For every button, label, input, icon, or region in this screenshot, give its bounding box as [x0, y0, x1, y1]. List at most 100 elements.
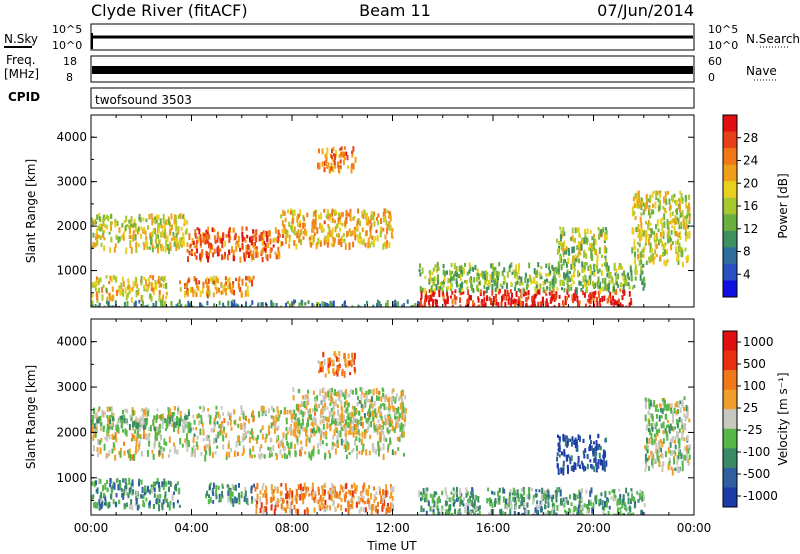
heatmap-cell: [375, 229, 378, 234]
heatmap-cell: [681, 200, 684, 204]
heatmap-cell: [437, 508, 440, 515]
heatmap-cell: [645, 193, 648, 199]
heatmap-cell: [227, 496, 230, 503]
heatmap-cell: [514, 269, 517, 276]
heatmap-cell: [147, 410, 150, 417]
heatmap-cell: [103, 237, 106, 241]
heatmap-cell: [334, 426, 337, 431]
heatmap-cell: [386, 418, 389, 425]
heatmap-cell: [639, 274, 642, 281]
heatmap-cell: [635, 269, 638, 275]
heatmap-cell: [551, 508, 554, 515]
heatmap-cell: [204, 279, 207, 285]
heatmap-cell: [651, 209, 654, 215]
heatmap-cell: [154, 440, 156, 444]
heatmap-cell: [452, 487, 455, 491]
heatmap-cell: [673, 407, 676, 414]
heatmap-cell: [508, 266, 511, 273]
heatmap-cell: [258, 411, 260, 416]
heatmap-cell: [262, 483, 265, 487]
heatmap-cell: [474, 264, 477, 271]
heatmap-cell: [168, 454, 170, 458]
heatmap-cell: [586, 298, 589, 303]
heatmap-cell: [677, 467, 680, 473]
heatmap-cell: [299, 449, 301, 456]
heatmap-cell: [393, 428, 396, 433]
heatmap-cell: [94, 236, 97, 241]
heatmap-cell: [559, 234, 562, 242]
heatmap-cell: [220, 423, 222, 431]
heatmap-cell: [593, 272, 596, 277]
heatmap-cell: [675, 249, 678, 254]
heatmap-cell: [177, 410, 179, 415]
heatmap-cell: [102, 484, 105, 492]
heatmap-cell: [587, 247, 590, 251]
heatmap-cell: [347, 489, 350, 495]
heatmap-cell: [342, 239, 345, 243]
heatmap-cell: [304, 222, 306, 228]
heatmap-cell: [324, 160, 327, 166]
heatmap-cell: [484, 274, 487, 280]
heatmap-cell: [433, 288, 436, 292]
heatmap-cell: [559, 239, 562, 246]
heatmap-cell: [563, 272, 565, 279]
heatmap-cell: [589, 229, 592, 234]
heatmap-cell: [345, 454, 348, 460]
heatmap-cell: [297, 484, 300, 490]
heatmap-cell: [245, 226, 248, 231]
heatmap-cell: [490, 509, 493, 515]
heatmap-cell: [604, 255, 607, 259]
heatmap-cell: [209, 246, 212, 253]
heatmap-cell: [532, 277, 535, 283]
heatmap-cell: [198, 420, 201, 426]
heatmap-cell: [504, 511, 507, 515]
heatmap-cell: [674, 426, 677, 430]
heatmap-cell: [459, 304, 462, 307]
heatmap-cell: [645, 403, 647, 410]
heatmap-cell: [377, 501, 379, 507]
heatmap-cell: [390, 492, 392, 498]
heatmap-cell: [128, 489, 131, 495]
heatmap-cell: [550, 296, 553, 300]
heatmap-cell: [680, 452, 682, 456]
heatmap-cell: [131, 479, 134, 487]
heatmap-cell: [233, 289, 235, 296]
heatmap-cell: [260, 302, 263, 307]
heatmap-cell: [588, 275, 591, 283]
heatmap-cell: [605, 460, 608, 467]
heatmap-cell: [467, 511, 470, 515]
heatmap-cell: [533, 294, 536, 302]
heatmap-cell: [335, 392, 338, 397]
heatmap-cell: [109, 406, 111, 412]
heatmap-cell: [682, 218, 685, 226]
heatmap-cell: [184, 419, 187, 425]
heatmap-cell: [634, 276, 637, 281]
heatmap-cell: [544, 301, 547, 307]
heatmap-cell: [189, 301, 192, 307]
heatmap-cell: [252, 275, 255, 280]
heatmap-cell: [252, 410, 254, 416]
heatmap-cell: [376, 509, 379, 514]
heatmap-cell: [226, 278, 229, 283]
heatmap-cell: [157, 244, 160, 249]
heatmap-cell: [631, 210, 634, 217]
heatmap-cell: [602, 511, 605, 515]
heatmap-cell: [345, 400, 348, 406]
heatmap-cell: [99, 478, 102, 484]
heatmap-cell: [104, 496, 107, 502]
heatmap-cell: [247, 430, 249, 434]
heatmap-cell: [406, 299, 409, 304]
heatmap-cell: [388, 211, 391, 217]
heatmap-cell: [101, 286, 104, 293]
heatmap-cell: [330, 398, 333, 404]
heatmap-cell: [662, 222, 665, 227]
heatmap-cell: [173, 241, 176, 247]
heatmap-cell: [231, 288, 234, 295]
heatmap-cell: [583, 265, 586, 271]
heatmap-cell: [329, 357, 332, 364]
heatmap-cell: [670, 438, 673, 443]
nsky-tick-bottom: 10^0: [52, 39, 82, 52]
heatmap-cell: [377, 441, 380, 448]
heatmap-cell: [259, 490, 262, 495]
